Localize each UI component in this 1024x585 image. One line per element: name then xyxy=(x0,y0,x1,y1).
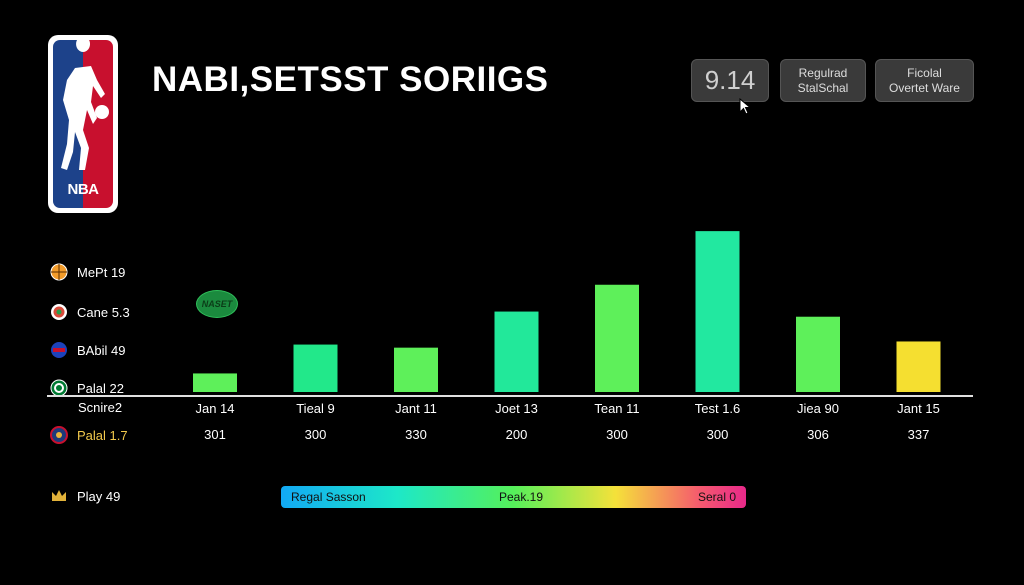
category-label: Test 1.6 xyxy=(694,401,741,416)
category-label: Jan 14 xyxy=(195,401,235,416)
category-label: Tean 11 xyxy=(594,401,640,416)
legend-item: MePt 19 xyxy=(50,262,125,282)
value-display-button[interactable]: 9.14 xyxy=(691,59,769,102)
gradient-right-label: Seral 0 xyxy=(697,490,736,504)
play-row: Play 49 xyxy=(50,486,120,506)
gradient-mid-label: Peak.19 xyxy=(499,490,544,504)
official-overtime-line2: Overtet Ware xyxy=(889,80,960,95)
legend-label: Cane 5.3 xyxy=(77,304,130,320)
row-value-label: 300 xyxy=(304,427,327,442)
legend-label: BAbil 49 xyxy=(77,342,126,358)
bar-6 xyxy=(695,231,740,392)
season-gradient-bar: Regal Sasson Peak.19 Seral 0 xyxy=(281,486,746,508)
legend-item: BAbil 49 xyxy=(50,340,125,360)
gradient-left-label: Regal Sasson xyxy=(291,490,366,504)
row-value-label: 301 xyxy=(204,427,226,442)
bar-5 xyxy=(595,284,639,392)
page-title: NABI,SETSST SORIIGS xyxy=(152,60,549,99)
row-value-label: 300 xyxy=(606,427,628,442)
legend-item: Palal 22 xyxy=(50,378,124,398)
regular-season-button[interactable]: Regulrad StalSchal xyxy=(780,59,866,102)
crown-icon xyxy=(52,490,66,501)
category-label: Jant 15 xyxy=(897,401,940,416)
category-label: Joet 13 xyxy=(495,401,538,416)
bar-7 xyxy=(796,316,840,392)
bar-4 xyxy=(494,311,539,392)
regular-season-line1: Regulrad xyxy=(798,65,848,80)
basketball-icon xyxy=(50,263,68,281)
official-overtime-button[interactable]: Ficolal Overtet Ware xyxy=(875,59,974,102)
play-label: Play 49 xyxy=(77,488,121,504)
category-label: Tieal 9 xyxy=(296,401,335,416)
score-row-label: Scnire2 xyxy=(78,400,123,415)
nba-set-badge: NASET xyxy=(196,290,238,318)
row-value-label: 200 xyxy=(505,427,528,442)
legend-label: MePt 19 xyxy=(77,264,126,280)
bar-8 xyxy=(896,341,941,392)
row-value-label: 300 xyxy=(706,427,729,442)
legend-item: Cane 5.3 xyxy=(50,302,130,322)
category-label: Jiea 90 xyxy=(797,401,839,416)
palal-label: Palal 1.7 xyxy=(77,427,128,443)
regular-season-line2: StalSchal xyxy=(797,80,849,95)
official-overtime-line1: Ficolal xyxy=(907,65,942,80)
legend-label: Palal 22 xyxy=(77,380,124,396)
pistons-icon xyxy=(51,342,67,358)
bar-3 xyxy=(394,347,438,392)
pelicans-icon xyxy=(50,426,68,444)
palal-row: Palal 1.7 xyxy=(50,425,128,445)
nba-logo: NBA xyxy=(48,35,118,213)
category-label: Jant 11 xyxy=(395,401,437,416)
bar-2 xyxy=(293,344,338,392)
player-silhouette-icon xyxy=(61,40,109,170)
mouse-cursor-icon xyxy=(739,98,752,115)
logo-text: NBA xyxy=(67,181,100,198)
row-value-label: 330 xyxy=(405,427,427,442)
team-icon xyxy=(51,304,67,320)
bar-1 xyxy=(193,373,237,392)
row-value-label: 337 xyxy=(907,427,930,442)
row-value-label: 306 xyxy=(807,427,829,442)
